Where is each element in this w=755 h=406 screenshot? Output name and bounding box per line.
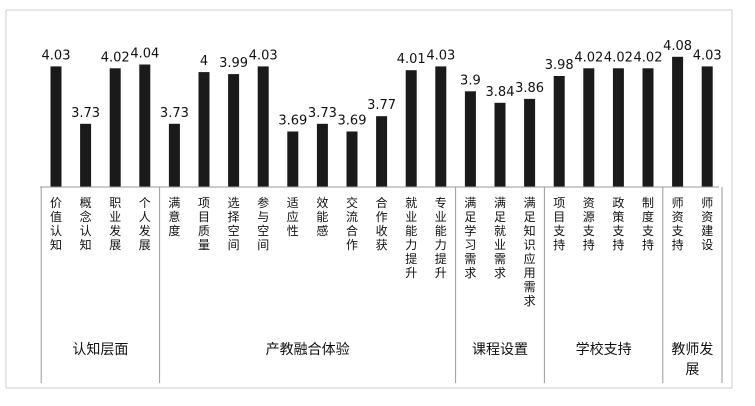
bar	[583, 68, 595, 187]
bar-value-label: 4.03	[42, 48, 71, 63]
bar	[198, 72, 210, 187]
bar-value-label: 3.73	[160, 106, 189, 121]
bar	[257, 66, 269, 187]
bar	[405, 70, 417, 187]
group-label: 课程设置	[472, 342, 528, 358]
category-label: 满足知识应用需求	[524, 196, 536, 308]
bars-layer	[50, 56, 713, 187]
plot-frame	[5, 9, 733, 389]
bar	[524, 98, 536, 187]
category-label: 选择空间	[228, 196, 240, 252]
category-label: 资源支持	[583, 196, 595, 252]
bar-value-label: 4.08	[663, 39, 692, 54]
category-label: 适应性	[287, 196, 299, 238]
bar	[376, 116, 388, 187]
bar-value-label: 3.73	[71, 106, 100, 121]
category-label: 就业能力提升	[405, 196, 417, 280]
bar-value-label: 3.73	[308, 106, 337, 121]
category-label: 参与空间	[257, 195, 269, 252]
bar-value-label: 3.9	[460, 73, 481, 88]
bar	[346, 131, 358, 187]
bar-value-label: 3.86	[515, 81, 544, 96]
bar-value-label: 3.69	[338, 114, 367, 129]
group-label: 产教融合体验	[266, 342, 350, 358]
bar	[553, 76, 565, 187]
bar	[612, 68, 624, 187]
bar-value-label: 4.02	[574, 50, 603, 65]
bar	[139, 64, 151, 187]
category-label: 满意度	[168, 196, 180, 238]
bar-value-label: 4.02	[604, 50, 633, 65]
category-label: 满足学习需求	[464, 196, 476, 280]
bar-value-label: 4.02	[634, 50, 663, 65]
category-label: 个人发展	[139, 196, 151, 252]
bar-value-label: 4.02	[101, 50, 130, 65]
bar-value-label: 4.03	[693, 48, 722, 63]
bar	[494, 102, 506, 187]
bar	[80, 123, 92, 187]
bar-value-label: 4.03	[426, 48, 455, 63]
group-axis: 认知层面 产教融合体验 课程设置 学校支持 教师发展	[40, 187, 723, 383]
bar	[464, 91, 476, 187]
value-labels-layer: 4.033.734.02 4.043.734 3.994.033.693.733.6…	[42, 39, 722, 129]
category-label: 概念认知	[80, 196, 92, 252]
category-label: 师资支持	[672, 196, 684, 252]
bar	[672, 56, 684, 187]
bar	[228, 74, 240, 187]
category-label: 政策支持	[612, 196, 624, 252]
bar-value-label: 4.01	[397, 52, 426, 67]
bar	[701, 66, 713, 187]
group-label: 学校支持	[576, 341, 632, 358]
bar-value-label: 4.04	[130, 47, 159, 62]
bar-value-label: 3.69	[278, 114, 307, 129]
bar-value-label: 4.03	[249, 48, 278, 63]
category-label: 满足就业需求	[494, 196, 506, 280]
bar	[316, 123, 328, 187]
category-label: 职业发展	[109, 196, 121, 252]
bar	[50, 66, 62, 187]
category-axis: 价值认知 概念认知 职业发展 个人发展 满意度 项目质量 选择空间 参与空间 适应性 效能感 交流合…	[40, 186, 719, 308]
bar	[287, 131, 299, 187]
bar-value-label: 3.99	[219, 56, 248, 71]
category-label: 价值认知	[50, 196, 62, 252]
bar-value-label: 3.98	[545, 58, 574, 73]
category-label: 效能感	[316, 195, 328, 238]
group-label: 教师发展	[671, 342, 713, 378]
category-label: 专业能力提升	[435, 195, 447, 280]
bar	[109, 68, 121, 187]
bar-value-label: 3.77	[367, 98, 396, 113]
bar-value-label: 4	[200, 54, 208, 69]
category-label: 制度支持	[642, 196, 654, 252]
bar-value-label: 3.84	[486, 85, 515, 100]
category-label: 项目质量	[198, 196, 210, 252]
category-label: 合作收获	[376, 195, 388, 252]
bar	[168, 123, 180, 187]
bar	[435, 66, 447, 187]
category-label: 项目支持	[553, 196, 565, 252]
category-label: 师资建设	[701, 196, 713, 252]
bar	[642, 68, 654, 187]
group-label: 认知层面	[72, 341, 128, 358]
category-label: 交流合作	[346, 195, 358, 252]
